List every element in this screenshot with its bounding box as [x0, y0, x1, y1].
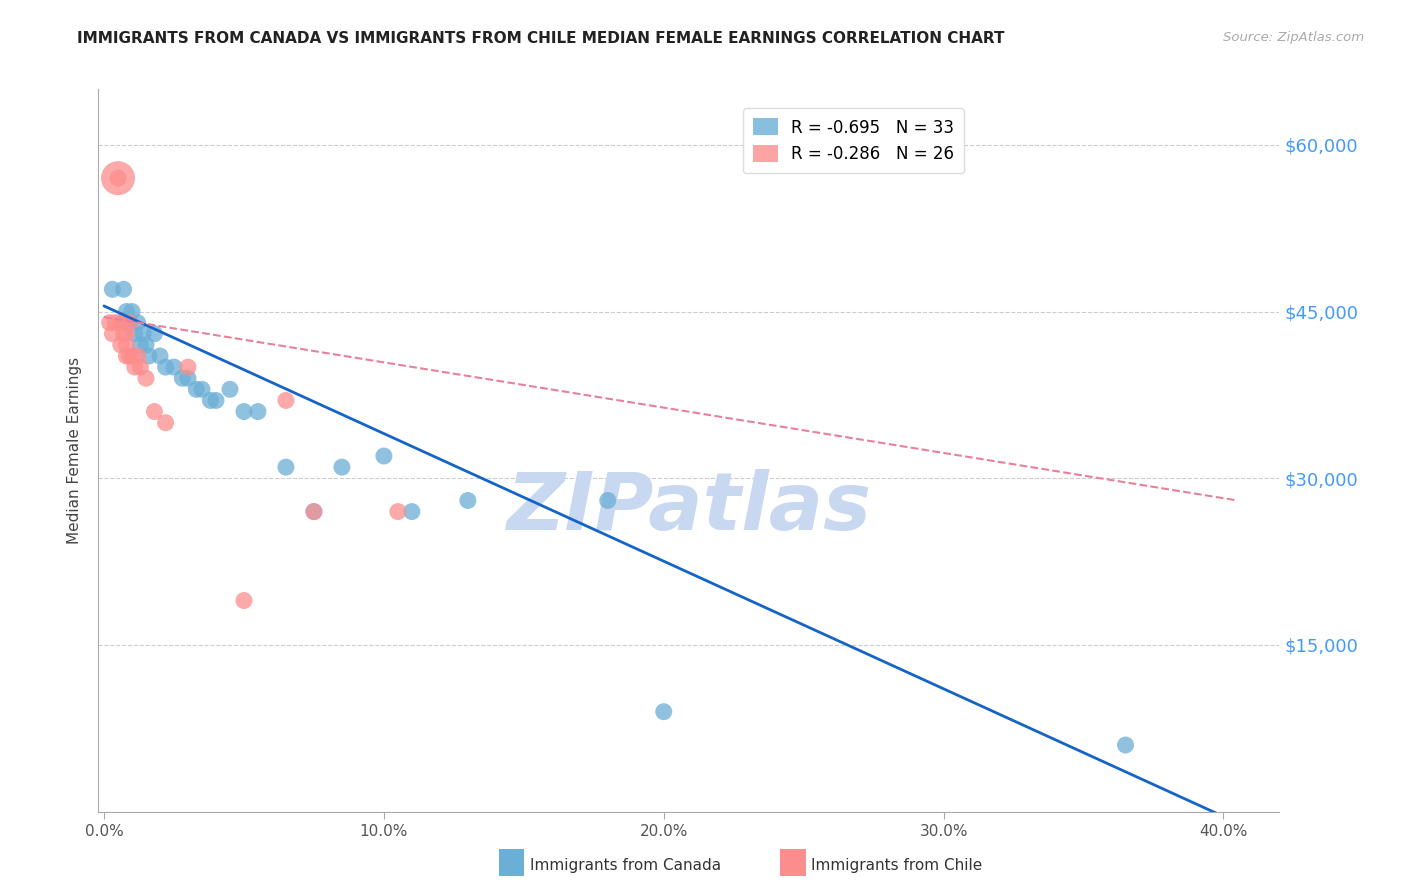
Text: Source: ZipAtlas.com: Source: ZipAtlas.com: [1223, 31, 1364, 45]
Point: [274, 460, 297, 475]
Text: Immigrants from Canada: Immigrants from Canada: [530, 858, 721, 872]
Y-axis label: Median Female Earnings: Median Female Earnings: [67, 357, 83, 544]
Point: [101, 282, 124, 296]
Point: [246, 404, 269, 418]
Point: [129, 338, 152, 352]
Point: [115, 349, 138, 363]
Point: [233, 404, 256, 418]
Point: [101, 326, 124, 341]
Point: [330, 460, 353, 475]
Point: [127, 349, 149, 363]
Point: [138, 349, 160, 363]
Point: [107, 171, 129, 186]
Point: [121, 349, 143, 363]
Point: [373, 449, 395, 463]
Point: [143, 326, 166, 341]
Point: [177, 360, 200, 375]
Point: [110, 316, 132, 330]
Point: [129, 360, 152, 375]
Point: [121, 304, 143, 318]
Text: IMMIGRANTS FROM CANADA VS IMMIGRANTS FROM CHILE MEDIAN FEMALE EARNINGS CORRELATI: IMMIGRANTS FROM CANADA VS IMMIGRANTS FRO…: [77, 31, 1005, 46]
Point: [115, 338, 138, 352]
Point: [135, 371, 157, 385]
Point: [387, 505, 409, 519]
Point: [205, 393, 228, 408]
Point: [149, 349, 172, 363]
Point: [155, 416, 177, 430]
Point: [115, 304, 138, 318]
Point: [110, 338, 132, 352]
Point: [107, 171, 129, 186]
Point: [302, 505, 325, 519]
Point: [274, 393, 297, 408]
Point: [186, 382, 208, 396]
Point: [596, 493, 619, 508]
Point: [118, 349, 141, 363]
Point: [127, 316, 149, 330]
Point: [219, 382, 242, 396]
Point: [457, 493, 479, 508]
Point: [112, 316, 135, 330]
Point: [155, 360, 177, 375]
Point: [132, 326, 155, 341]
Text: ZIPatlas: ZIPatlas: [506, 469, 872, 548]
Point: [115, 326, 138, 341]
Point: [112, 326, 135, 341]
Point: [177, 371, 200, 385]
Legend: R = -0.695   N = 33, R = -0.286   N = 26: R = -0.695 N = 33, R = -0.286 N = 26: [742, 108, 965, 173]
Point: [191, 382, 214, 396]
Point: [652, 705, 675, 719]
Point: [172, 371, 194, 385]
Text: Immigrants from Chile: Immigrants from Chile: [811, 858, 983, 872]
Point: [112, 282, 135, 296]
Point: [124, 326, 146, 341]
Point: [98, 316, 121, 330]
Point: [200, 393, 222, 408]
Point: [302, 505, 325, 519]
Point: [124, 360, 146, 375]
Point: [1115, 738, 1137, 752]
Point: [143, 404, 166, 418]
Point: [104, 316, 127, 330]
Point: [163, 360, 186, 375]
Point: [233, 593, 256, 607]
Point: [118, 316, 141, 330]
Point: [135, 338, 157, 352]
Point: [118, 316, 141, 330]
Point: [401, 505, 423, 519]
